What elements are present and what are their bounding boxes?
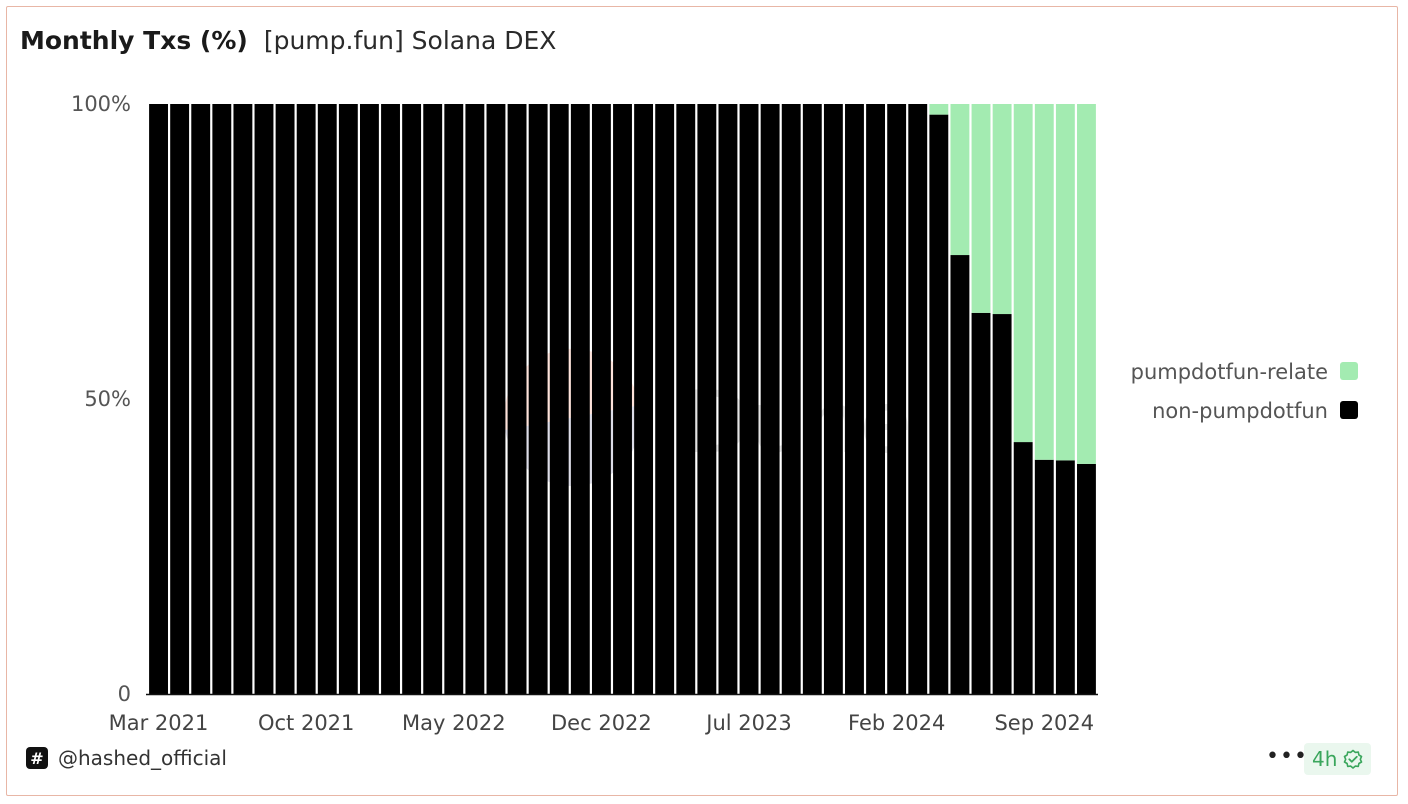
x-tick-label: Feb 2024 (848, 711, 945, 735)
y-tick-label: 50% (84, 387, 131, 411)
chart-card (6, 6, 1398, 796)
x-tick-label: Jul 2023 (704, 711, 791, 735)
bar-non-pumpdotfun-18 (528, 104, 548, 694)
bar-non-pumpdotfun-19 (549, 104, 569, 694)
bar-non-pumpdotfun-14 (444, 104, 464, 694)
bar-non-pumpdotfun-30 (781, 104, 801, 694)
bar-non-pumpdotfun-15 (465, 104, 485, 694)
bar-non-pumpdotfun-2 (191, 104, 211, 694)
bar-non-pumpdotfun-33 (845, 104, 864, 694)
bar-non-pumpdotfun-44 (1077, 463, 1096, 694)
bar-non-pumpdotfun-40 (992, 314, 1012, 694)
bar-non-pumpdotfun-35 (887, 104, 907, 694)
x-tick-label: May 2022 (402, 711, 506, 735)
x-tick-label: Mar 2021 (109, 711, 209, 735)
y-tick-label: 0 (118, 682, 131, 706)
bar-non-pumpdotfun-20 (570, 104, 590, 694)
bar-pumpdotfun-related-37 (929, 104, 949, 115)
hash-icon: # (26, 747, 48, 769)
bar-non-pumpdotfun-17 (507, 104, 527, 694)
bar-non-pumpdotfun-11 (381, 104, 400, 694)
bar-non-pumpdotfun-25 (676, 104, 696, 694)
bar-non-pumpdotfun-16 (486, 104, 506, 694)
legend-label: pumpdotfun-relate (1131, 360, 1328, 384)
bar-pumpdotfun-related-42 (1034, 104, 1054, 460)
bar-non-pumpdotfun-37 (929, 114, 949, 695)
author-username[interactable]: @hashed_official (58, 746, 227, 770)
chart-subtitle: [pump.fun] Solana DEX (263, 26, 557, 55)
bar-non-pumpdotfun-43 (1055, 460, 1075, 694)
author[interactable]: # @hashed_official (26, 746, 227, 770)
bar-non-pumpdotfun-13 (423, 104, 443, 694)
verified-check-icon (1344, 749, 1363, 769)
bar-non-pumpdotfun-42 (1034, 459, 1054, 694)
bar-non-pumpdotfun-9 (338, 104, 358, 694)
bar-non-pumpdotfun-27 (718, 104, 738, 694)
bar-non-pumpdotfun-21 (591, 104, 611, 694)
bar-non-pumpdotfun-32 (823, 104, 843, 694)
bar-non-pumpdotfun-38 (950, 255, 970, 695)
bar-non-pumpdotfun-1 (170, 104, 190, 694)
bar-non-pumpdotfun-7 (296, 104, 316, 694)
bar-pumpdotfun-related-44 (1077, 104, 1096, 464)
bar-non-pumpdotfun-34 (866, 104, 886, 694)
bar-non-pumpdotfun-22 (613, 104, 632, 694)
bar-pumpdotfun-related-38 (950, 104, 970, 256)
bar-pumpdotfun-related-41 (1013, 104, 1033, 443)
bar-non-pumpdotfun-10 (359, 104, 379, 694)
bar-non-pumpdotfun-0 (149, 104, 168, 694)
x-tick-label: Dec 2022 (551, 711, 652, 735)
bar-non-pumpdotfun-41 (1013, 442, 1033, 694)
bar-non-pumpdotfun-36 (908, 104, 928, 694)
refresh-age-label: 4h (1312, 747, 1338, 771)
x-tick-label: Sep 2024 (994, 711, 1094, 735)
bar-non-pumpdotfun-8 (317, 104, 337, 694)
bar-non-pumpdotfun-12 (402, 104, 422, 694)
bar-non-pumpdotfun-39 (971, 312, 991, 694)
chart-title-bar: Monthly Txs (%) [pump.fun] Solana DEX (20, 26, 556, 55)
legend-swatch (1340, 401, 1358, 419)
bar-non-pumpdotfun-23 (634, 104, 654, 694)
more-options-button[interactable]: ••• (1266, 744, 1308, 769)
x-tick-label: Oct 2021 (258, 711, 354, 735)
bar-non-pumpdotfun-24 (655, 104, 675, 694)
bar-non-pumpdotfun-28 (739, 104, 759, 694)
bar-non-pumpdotfun-26 (697, 104, 717, 694)
chart-title: Monthly Txs (%) (20, 26, 248, 55)
bar-pumpdotfun-related-39 (971, 104, 991, 313)
y-tick-label: 100% (71, 92, 131, 116)
bar-non-pumpdotfun-3 (212, 104, 232, 694)
bar-non-pumpdotfun-4 (233, 104, 253, 694)
bar-pumpdotfun-related-43 (1055, 104, 1075, 461)
bar-pumpdotfun-related-40 (992, 104, 1012, 315)
legend-swatch (1340, 362, 1358, 380)
bar-non-pumpdotfun-5 (254, 104, 274, 694)
legend-label: non-pumpdotfun (1152, 399, 1328, 423)
bar-non-pumpdotfun-29 (760, 104, 780, 694)
refresh-age-badge[interactable]: 4h (1304, 743, 1372, 775)
bar-non-pumpdotfun-6 (275, 104, 295, 694)
bar-non-pumpdotfun-31 (802, 104, 822, 694)
